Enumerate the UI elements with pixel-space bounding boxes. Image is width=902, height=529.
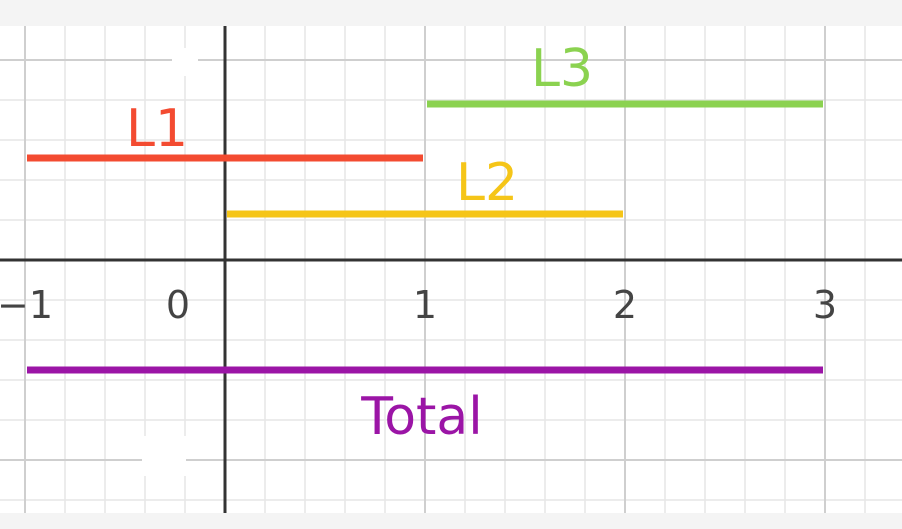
segment-l3: L3 xyxy=(427,39,823,108)
label-mask-top xyxy=(172,48,198,76)
segment-l1-label: L1 xyxy=(126,99,188,159)
segment-l1: L1 xyxy=(27,99,423,162)
segment-l3-label: L3 xyxy=(531,39,593,99)
x-tick-label-2: 2 xyxy=(613,283,637,327)
x-tick-label-3: 3 xyxy=(813,283,837,327)
segment-total-label: Total xyxy=(360,387,482,447)
x-tick-labels: −1 0 1 2 3 xyxy=(0,283,837,327)
x-tick-label-neg1: −1 xyxy=(0,283,53,327)
x-tick-label-0: 0 xyxy=(166,283,190,327)
label-mask-bottom xyxy=(142,436,186,476)
segment-l2-label: L2 xyxy=(456,153,518,213)
segment-l2: L2 xyxy=(227,153,623,218)
segment-total: Total xyxy=(27,366,823,447)
x-tick-label-1: 1 xyxy=(413,283,437,327)
